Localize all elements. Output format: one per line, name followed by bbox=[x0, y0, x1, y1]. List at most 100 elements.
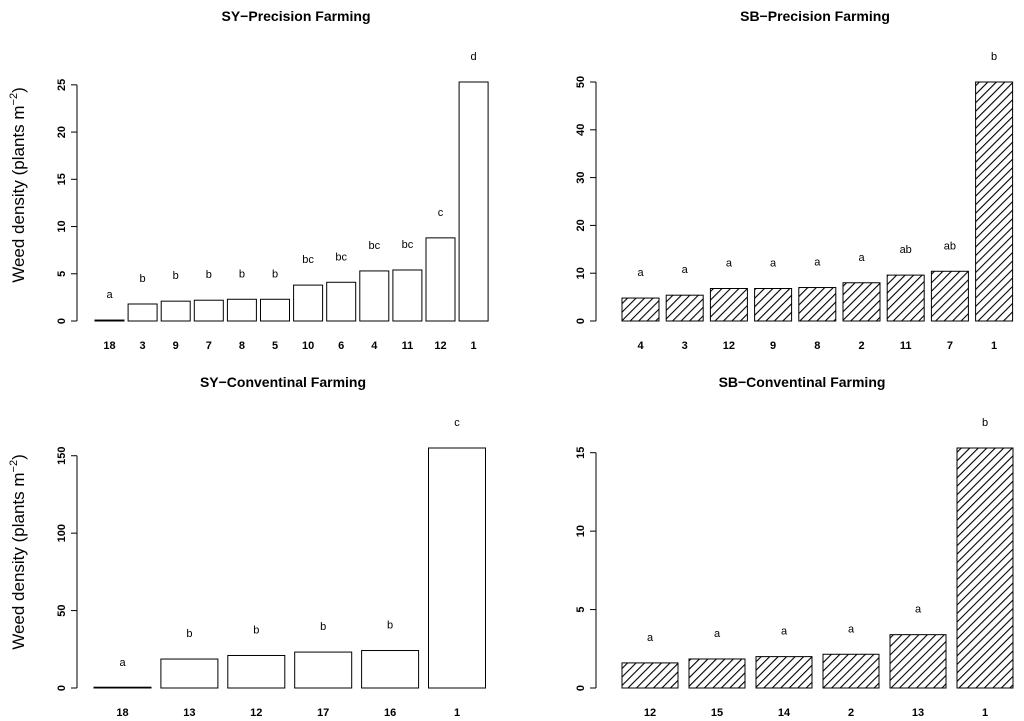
bar bbox=[665, 294, 704, 322]
significance-letter: a bbox=[770, 257, 777, 269]
x-tick-label: 10 bbox=[302, 340, 314, 352]
x-tick-label: 13 bbox=[912, 707, 924, 719]
significance-letter: a bbox=[682, 264, 689, 276]
x-tick-label: 4 bbox=[371, 340, 378, 352]
x-tick-label: 2 bbox=[848, 707, 854, 719]
bar bbox=[193, 299, 224, 322]
bar bbox=[260, 298, 290, 322]
bar bbox=[359, 270, 390, 322]
x-tick-label: 11 bbox=[900, 340, 912, 352]
bar bbox=[293, 284, 324, 322]
x-tick-label: 1 bbox=[982, 707, 988, 719]
x-tick-label: 5 bbox=[272, 340, 278, 352]
x-tick-label: 9 bbox=[173, 340, 179, 352]
y-tick-label: 150 bbox=[56, 447, 68, 465]
bar bbox=[798, 287, 837, 322]
y-tick-label: 0 bbox=[575, 318, 587, 324]
significance-letter: b bbox=[140, 273, 146, 285]
significance-letter: a bbox=[647, 632, 654, 644]
x-tick-label: 2 bbox=[858, 340, 864, 352]
significance-letter: b bbox=[991, 51, 997, 63]
y-tick-label: 100 bbox=[56, 524, 68, 542]
bar bbox=[127, 303, 158, 322]
y-tick-label: 5 bbox=[56, 271, 68, 277]
x-tick-label: 17 bbox=[317, 707, 329, 719]
bar bbox=[160, 658, 219, 689]
significance-letter: a bbox=[726, 257, 733, 269]
y-axis-label: Weed density (plants m−2) bbox=[8, 87, 28, 283]
bar bbox=[956, 447, 1014, 689]
bar bbox=[226, 298, 257, 322]
significance-letter: ab bbox=[944, 240, 956, 252]
significance-letter: d bbox=[471, 51, 477, 63]
y-tick-label: 30 bbox=[575, 171, 587, 183]
significance-letter: b bbox=[272, 268, 278, 280]
x-tick-label: 12 bbox=[250, 707, 262, 719]
significance-letter: a bbox=[119, 657, 126, 669]
bar bbox=[975, 81, 1014, 322]
significance-letter: c bbox=[454, 417, 460, 429]
y-tick-label: 5 bbox=[575, 607, 587, 613]
significance-letter: a bbox=[814, 257, 821, 269]
x-tick-label: 3 bbox=[682, 340, 688, 352]
bar bbox=[294, 651, 353, 689]
bar bbox=[754, 287, 793, 322]
significance-letter: ab bbox=[900, 244, 912, 256]
bar bbox=[688, 658, 746, 689]
x-tick-label: 16 bbox=[384, 707, 396, 719]
bar bbox=[930, 270, 969, 322]
chart-title: SY−Conventinal Farming bbox=[200, 374, 366, 390]
significance-letter: b bbox=[206, 269, 212, 281]
bar bbox=[755, 656, 813, 689]
y-tick-label: 0 bbox=[56, 318, 68, 324]
panel-sb-conventional: SB−Conventinal Farming 0 5 10 15 a 12 a 15 a 14 a 2… bbox=[575, 374, 1014, 719]
y-tick-label: 15 bbox=[575, 447, 587, 459]
bar bbox=[428, 447, 486, 689]
significance-letter: bc bbox=[335, 251, 347, 263]
x-tick-label: 8 bbox=[814, 340, 820, 352]
bar bbox=[425, 237, 456, 322]
bar bbox=[93, 686, 152, 689]
y-axis-label: Weed density (plants m−2) bbox=[8, 454, 28, 650]
panel-sb-precision: SB−Precision Farming 01020304050a4a3a12a… bbox=[575, 8, 1014, 352]
significance-letter: bc bbox=[402, 239, 414, 251]
x-tick-label: 3 bbox=[140, 340, 146, 352]
bar bbox=[458, 81, 489, 322]
bar bbox=[621, 662, 679, 689]
significance-letter: b bbox=[982, 417, 988, 429]
x-tick-label: 18 bbox=[103, 340, 115, 352]
bar bbox=[361, 650, 420, 689]
bar bbox=[889, 634, 947, 689]
x-tick-label: 8 bbox=[239, 340, 245, 352]
x-tick-label: 1 bbox=[471, 340, 477, 352]
bar bbox=[326, 281, 357, 322]
x-tick-label: 1 bbox=[991, 340, 997, 352]
x-tick-label: 6 bbox=[338, 340, 344, 352]
significance-letter: a bbox=[637, 267, 644, 279]
x-tick-label: 4 bbox=[637, 340, 644, 352]
panel-sy-conventional: SY−Conventinal Farming Weed density (pla… bbox=[8, 374, 486, 719]
significance-letter: a bbox=[781, 626, 788, 638]
x-tick-label: 7 bbox=[206, 340, 212, 352]
bar bbox=[621, 297, 660, 322]
bar bbox=[160, 300, 191, 322]
bar bbox=[709, 287, 748, 322]
y-tick-label: 25 bbox=[56, 79, 68, 91]
x-tick-label: 12 bbox=[723, 340, 735, 352]
significance-letter: a bbox=[714, 628, 721, 640]
y-tick-label: 10 bbox=[575, 267, 587, 279]
y-tick-label: 10 bbox=[575, 525, 587, 537]
x-tick-label: 9 bbox=[770, 340, 776, 352]
significance-letter: b bbox=[253, 624, 259, 636]
bar bbox=[94, 319, 125, 322]
bar bbox=[822, 653, 880, 689]
bar bbox=[392, 269, 423, 322]
y-tick-label: 40 bbox=[575, 124, 587, 136]
y-tick-label: 50 bbox=[575, 76, 587, 88]
x-tick-label: 13 bbox=[183, 707, 195, 719]
y-tick-label: 15 bbox=[56, 173, 68, 185]
bar bbox=[227, 654, 286, 689]
x-tick-label: 11 bbox=[402, 340, 414, 352]
chart-title: SY−Precision Farming bbox=[222, 8, 371, 24]
chart-title: SB−Precision Farming bbox=[740, 8, 890, 24]
